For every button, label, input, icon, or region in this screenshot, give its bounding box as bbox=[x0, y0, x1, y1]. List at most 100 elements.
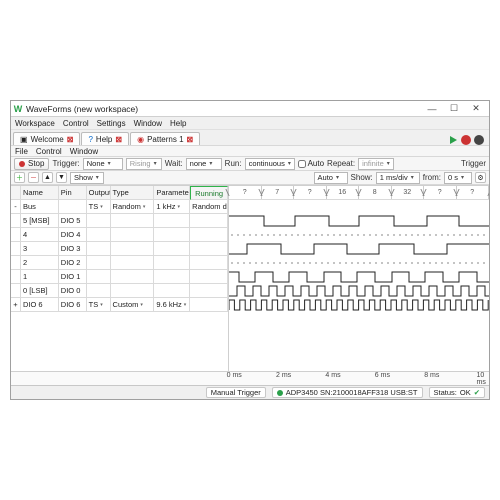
cell bbox=[190, 298, 228, 312]
cell: - bbox=[11, 200, 21, 214]
running-indicator: Running bbox=[190, 186, 228, 200]
tab-close-icon[interactable]: ⊠ bbox=[187, 135, 194, 144]
show-value-label: Show: bbox=[351, 173, 373, 182]
auto-checkbox[interactable]: Auto bbox=[298, 159, 324, 168]
tab-close-icon[interactable]: ⊠ bbox=[67, 135, 74, 144]
play-icon[interactable] bbox=[448, 135, 458, 145]
remove-icon[interactable]: － bbox=[28, 172, 39, 183]
tab-patterns[interactable]: ◉ Patterns 1 ⊠ bbox=[130, 132, 200, 145]
tab-welcome[interactable]: ▣ Welcome ⊠ bbox=[13, 132, 80, 145]
add-icon[interactable]: ＋ bbox=[14, 172, 25, 183]
ruler-segment: 8 bbox=[359, 186, 392, 199]
status-chip: Status: OK ✔ bbox=[429, 387, 486, 398]
cell bbox=[87, 256, 111, 270]
tab-close-icon[interactable]: ⊠ bbox=[115, 135, 122, 144]
cell: DIO 2 bbox=[59, 256, 87, 270]
cell bbox=[87, 270, 111, 284]
col-param: Parameter1 bbox=[154, 186, 190, 200]
stop-button[interactable]: Stop bbox=[14, 158, 49, 170]
record-icon[interactable] bbox=[461, 135, 471, 145]
up-icon[interactable]: ▲ bbox=[42, 172, 53, 183]
axis-tick: 4 ms bbox=[325, 372, 340, 379]
close-button[interactable]: ✕ bbox=[465, 102, 487, 116]
signal-row[interactable]: 4DIO 4 bbox=[11, 228, 228, 242]
cell: Bus bbox=[21, 200, 59, 214]
menu-help[interactable]: Help bbox=[170, 119, 186, 128]
signal-row[interactable]: 1DIO 1 bbox=[11, 270, 228, 284]
signal-row[interactable]: 5 [MSB]DIO 5 bbox=[11, 214, 228, 228]
axis-tick: 8 ms bbox=[424, 372, 439, 379]
col-type: Type bbox=[111, 186, 155, 200]
cell bbox=[190, 256, 228, 270]
show-select[interactable]: Show bbox=[70, 172, 104, 184]
cell bbox=[87, 242, 111, 256]
config-icon[interactable]: ⚙ bbox=[475, 172, 486, 183]
app-logo: W bbox=[13, 104, 23, 114]
ruler-segment: ? bbox=[424, 186, 457, 199]
stop-icon bbox=[19, 161, 25, 167]
cell bbox=[11, 270, 21, 284]
tab-icon: ◉ bbox=[137, 135, 144, 144]
signal-row[interactable]: +DIO 6DIO 6TSCustom9.6 kHz bbox=[11, 298, 228, 312]
tab-label: Patterns 1 bbox=[147, 135, 183, 144]
menu-workspace[interactable]: Workspace bbox=[15, 119, 55, 128]
repeat-select[interactable]: infinite bbox=[358, 158, 394, 170]
menu-settings[interactable]: Settings bbox=[97, 119, 126, 128]
window-title: WaveForms (new workspace) bbox=[26, 104, 421, 114]
signal-row[interactable]: 3DIO 3 bbox=[11, 242, 228, 256]
cell bbox=[87, 214, 111, 228]
menu-window[interactable]: Window bbox=[134, 119, 162, 128]
cell: Random bbox=[111, 200, 155, 214]
cell: DIO 5 bbox=[59, 214, 87, 228]
waveform-canvas[interactable] bbox=[229, 200, 489, 371]
menu-control2[interactable]: Control bbox=[36, 147, 62, 156]
cell: 3 bbox=[21, 242, 59, 256]
ruler-segment: 7 bbox=[262, 186, 295, 199]
cell bbox=[87, 228, 111, 242]
trigger-select[interactable]: None bbox=[83, 158, 123, 170]
col-output: Output bbox=[87, 186, 111, 200]
maximize-button[interactable]: ☐ bbox=[443, 102, 465, 116]
cell bbox=[190, 284, 228, 298]
cell bbox=[154, 256, 190, 270]
axis-tick: 10 ms bbox=[477, 372, 486, 386]
cell bbox=[11, 284, 21, 298]
cell: 0 [LSB] bbox=[21, 284, 59, 298]
icon-toolbar: ＋ － ▲ ▼ Show Auto Show: 1 ms/div from: 0… bbox=[11, 171, 489, 185]
minimize-button[interactable]: — bbox=[421, 102, 443, 116]
from-select[interactable]: 0 s bbox=[444, 172, 472, 184]
menu-window2[interactable]: Window bbox=[70, 147, 98, 156]
tab-label: Welcome bbox=[31, 135, 64, 144]
trigger-right-label: Trigger bbox=[461, 159, 486, 168]
edge-select[interactable]: Rising bbox=[126, 158, 162, 170]
tab-help[interactable]: ? Help ⊠ bbox=[81, 132, 129, 145]
signal-row[interactable]: 2DIO 2 bbox=[11, 256, 228, 270]
cell: 1 kHz bbox=[154, 200, 190, 214]
misc-icon[interactable] bbox=[474, 135, 484, 145]
timebase-select[interactable]: 1 ms/div bbox=[376, 172, 420, 184]
cell: 9.6 kHz bbox=[154, 298, 190, 312]
tabbar: ▣ Welcome ⊠ ? Help ⊠ ◉ Patterns 1 ⊠ bbox=[11, 130, 489, 145]
down-icon[interactable]: ▼ bbox=[56, 172, 67, 183]
cell: 4 bbox=[21, 228, 59, 242]
statusbar: Manual Trigger ADP3450 SN:2100018AFF318 … bbox=[11, 385, 489, 399]
signal-row[interactable]: 0 [LSB]DIO 0 bbox=[11, 284, 228, 298]
cell bbox=[11, 242, 21, 256]
bus-value-ruler: ?7?16832?? bbox=[229, 186, 489, 200]
cell: DIO 6 bbox=[59, 298, 87, 312]
menu-file[interactable]: File bbox=[15, 147, 28, 156]
cell: DIO 0 bbox=[59, 284, 87, 298]
menu-control[interactable]: Control bbox=[63, 119, 89, 128]
axis-tick: 0 ms bbox=[227, 372, 242, 379]
cell bbox=[87, 284, 111, 298]
wait-label: Wait: bbox=[165, 159, 183, 168]
status-ok-icon: ✔ bbox=[474, 388, 480, 397]
cell bbox=[154, 284, 190, 298]
signal-row[interactable]: -BusTSRandom1 kHzRandom data bbox=[11, 200, 228, 214]
run-select[interactable]: continuous bbox=[245, 158, 295, 170]
auto-scale-select[interactable]: Auto bbox=[314, 172, 348, 184]
manual-trigger-button[interactable]: Manual Trigger bbox=[206, 387, 266, 398]
grid-header: Name Pin Output Type Parameter1 Running bbox=[11, 186, 228, 200]
wait-select[interactable]: none bbox=[186, 158, 222, 170]
cell bbox=[11, 214, 21, 228]
